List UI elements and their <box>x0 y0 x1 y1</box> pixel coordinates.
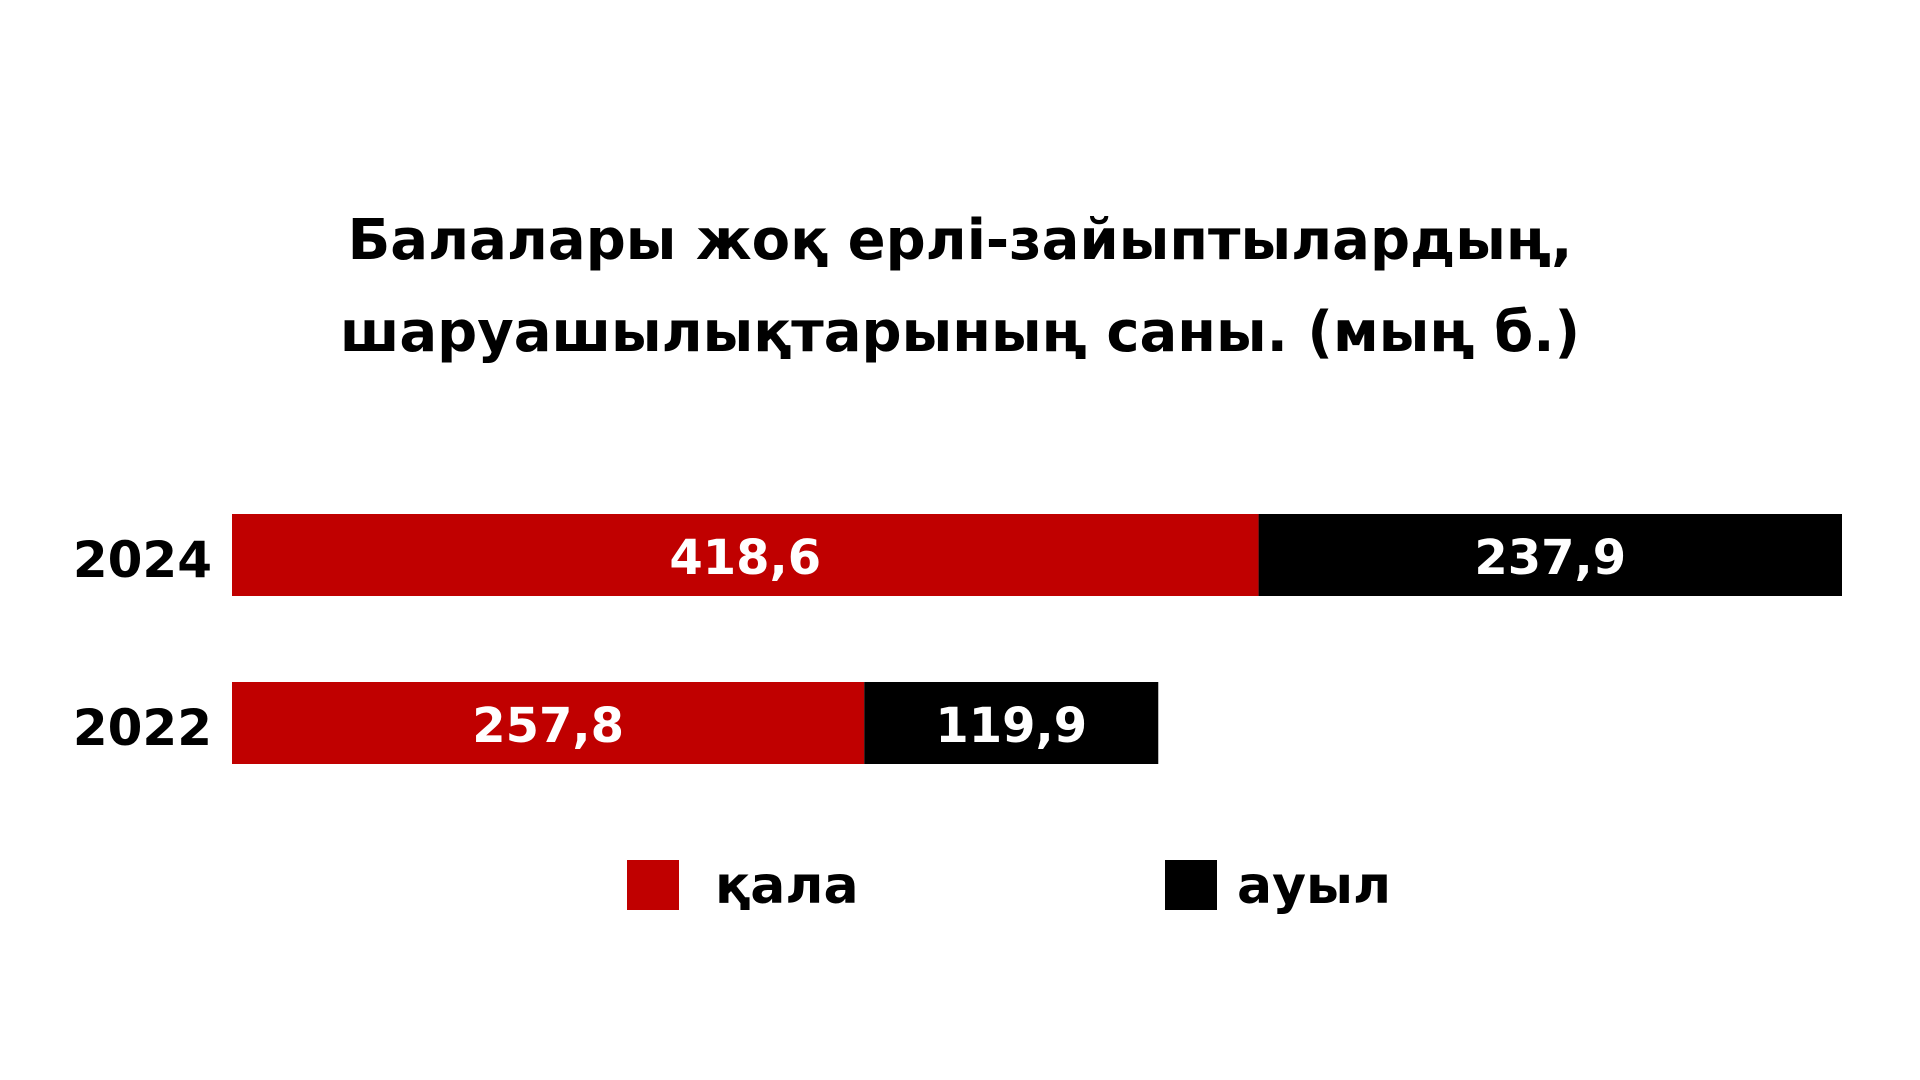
legend-swatch-series-0 <box>627 860 679 910</box>
legend-label-series-1: ауыл <box>1237 856 1391 916</box>
chart-title: Балалары жоқ ерлі-зайыптылардың, шаруашы… <box>0 195 1920 379</box>
data-label-2024-series-1: 237,9 <box>1474 530 1626 586</box>
bar-2024-series-1 <box>1258 514 1842 596</box>
legend-swatch-series-1 <box>1165 860 1217 910</box>
bar-2022-series-0 <box>232 682 865 764</box>
data-label-2022-series-0: 257,8 <box>472 698 624 754</box>
category-label-2022: 2022 <box>73 699 212 757</box>
data-label-2022-series-1: 119,9 <box>935 698 1087 754</box>
chart-title-line-1: Балалары жоқ ерлі-зайыптылардың, <box>347 208 1573 273</box>
chart-title-line-2: шаруашылықтарының саны. (мың б.) <box>339 300 1581 365</box>
data-label-2024-series-0: 418,6 <box>669 530 821 586</box>
category-label-2024: 2024 <box>73 531 212 589</box>
legend-label-series-0: қала <box>715 856 859 916</box>
bar-2024-series-0 <box>232 514 1259 596</box>
bar-2022-series-1 <box>864 682 1159 764</box>
